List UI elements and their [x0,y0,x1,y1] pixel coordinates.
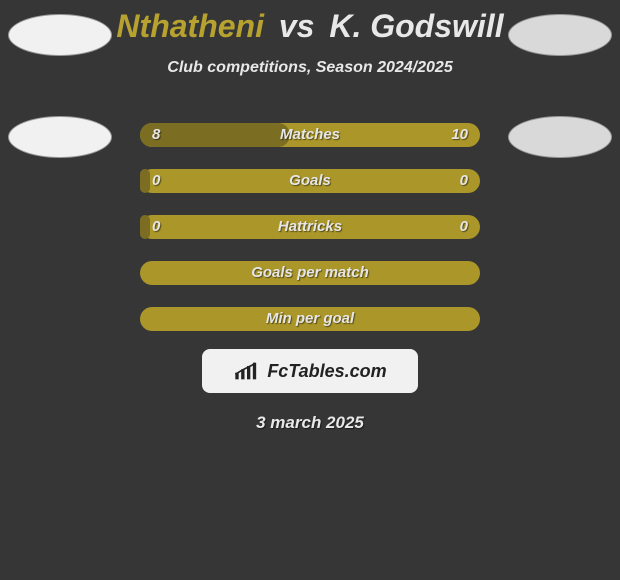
player1-name: Nthatheni [116,8,264,44]
stat-row: Min per goal [0,295,620,341]
stat-row: 8 Matches 10 [0,111,620,157]
stat-right-value: 0 [460,215,468,239]
stat-row: 0 Hattricks 0 [0,203,620,249]
player2-flag-2 [508,14,612,56]
stat-label: Min per goal [140,307,480,331]
stat-right-value: 0 [460,169,468,193]
subtitle: Club competitions, Season 2024/2025 [0,59,620,77]
bar-track: 0 Hattricks 0 [140,215,480,239]
comparison-infographic: Nthatheni vs K. Godswill Club competitio… [0,0,620,580]
bar-track: 0 Goals 0 [140,169,480,193]
bar-track: Goals per match [140,261,480,285]
brand-badge[interactable]: FcTables.com [202,349,418,393]
stat-label: Matches [140,123,480,147]
stat-rows: 8 Matches 10 0 Goals 0 0 Hattricks 0 [0,111,620,341]
bar-track: 8 Matches 10 [140,123,480,147]
stat-right-value: 10 [451,123,468,147]
bar-track: Min per goal [140,307,480,331]
player2-name: K. Godswill [329,8,503,44]
player1-flag-2 [8,14,112,56]
chart-icon [233,361,261,381]
stat-label: Goals [140,169,480,193]
stat-label: Hattricks [140,215,480,239]
date-label: 3 march 2025 [0,413,620,433]
stat-label: Goals per match [140,261,480,285]
vs-label: vs [279,8,315,44]
brand-text: FcTables.com [267,361,386,382]
stat-row: Goals per match [0,249,620,295]
stat-row: 0 Goals 0 [0,157,620,203]
